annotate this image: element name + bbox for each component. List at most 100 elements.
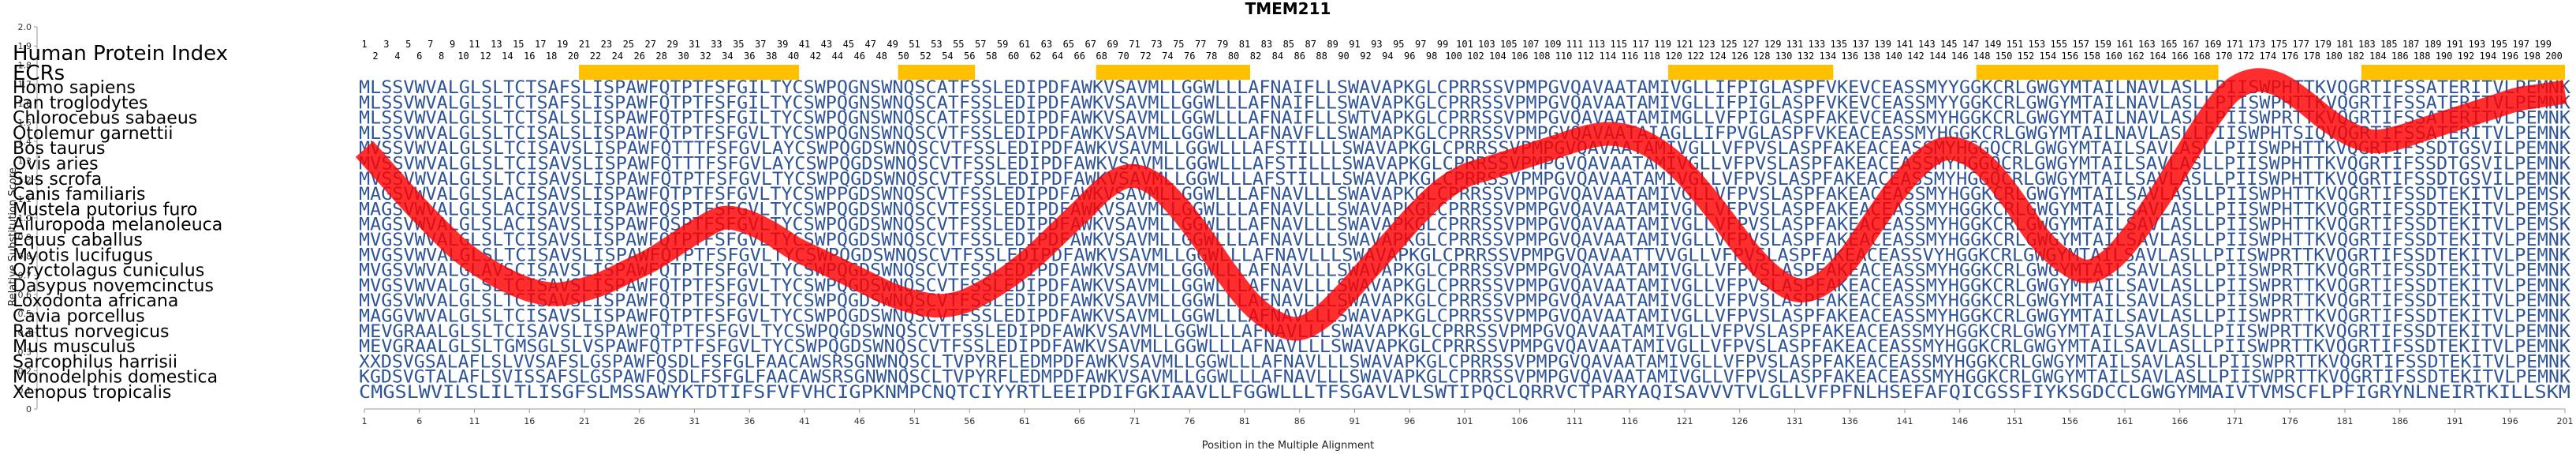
position-number-odd: 43	[821, 39, 832, 50]
position-number-odd: 63	[1041, 39, 1052, 50]
species-label: Ailuropoda melanoleuca	[13, 216, 222, 235]
position-number-even: 94	[1382, 51, 1393, 62]
position-number-even: 60	[1008, 51, 1019, 62]
x-tick-label: 141	[1897, 416, 1913, 426]
position-number-odd: 41	[799, 39, 810, 50]
y-tick-label: 0.9	[18, 232, 32, 242]
position-number-even: 124	[1709, 51, 1727, 62]
y-tick-label: 0.5	[18, 309, 32, 319]
ecr-bar	[2361, 65, 2565, 80]
position-number-odd: 99	[1437, 39, 1448, 50]
position-number-even: 64	[1052, 51, 1063, 62]
position-number-even: 160	[2105, 51, 2122, 62]
x-axis: 1 6 11 16 21 26 31 36 41 46 51 56 61 66 71 76 81 86 91 96 10…	[362, 408, 2574, 426]
position-number-even: 132	[1798, 51, 1815, 62]
position-number-even: 142	[1907, 51, 1925, 62]
position-number-even: 148	[1973, 51, 1991, 62]
x-tick-label: 186	[2391, 416, 2408, 426]
y-tick-label: 0	[26, 404, 32, 415]
position-number-odd: 51	[909, 39, 920, 50]
position-number-odd: 105	[1500, 39, 1518, 50]
position-number-odd: 113	[1589, 39, 1606, 50]
position-number-even: 150	[1995, 51, 2013, 62]
position-number-even: 88	[1316, 51, 1327, 62]
position-number-even: 68	[1096, 51, 1107, 62]
species-label: Homo sapiens	[13, 78, 136, 98]
position-number-odd: 165	[2160, 39, 2178, 50]
y-tick-label: 0.2	[18, 366, 32, 377]
position-number-even: 172	[2238, 51, 2255, 62]
position-number-even: 16	[524, 51, 535, 62]
x-tick-label: 41	[799, 416, 810, 426]
position-number-odd: 73	[1151, 39, 1162, 50]
position-number-odd: 159	[2094, 39, 2111, 50]
species-label: Otolemur garnettii	[13, 124, 174, 144]
species-label: Mustela putorius furo	[13, 200, 197, 219]
position-number-odd: 191	[2447, 39, 2464, 50]
position-number-even: 36	[744, 51, 755, 62]
position-number-even: 102	[1467, 51, 1484, 62]
position-number-even: 152	[2018, 51, 2035, 62]
position-number-even: 100	[1445, 51, 1462, 62]
species-label: Mus musculus	[13, 337, 136, 357]
sequence-row: MVGSVWVALGLSLTCISAVSLISPAWFQTPTFSFGVLTYC…	[359, 276, 2571, 296]
position-number-odd: 137	[1852, 39, 1869, 50]
position-number-odd: 151	[2007, 39, 2024, 50]
x-tick-label: 136	[1842, 416, 1858, 426]
species-label: Oryctolagus cuniculus	[13, 261, 204, 281]
sequence-row: MEVGRAALGLSLTCISAVSLISPAWFQTPTFSFGVLTYCS…	[359, 322, 2571, 342]
position-number-even: 72	[1140, 51, 1151, 62]
species-label: Sarcophilus harrisii	[13, 352, 177, 372]
y-tick-label: 1.0	[18, 213, 32, 223]
position-number-even: 180	[2325, 51, 2343, 62]
position-number-even: 176	[2281, 51, 2298, 62]
x-tick-label: 176	[2282, 416, 2298, 426]
x-tick-label: 166	[2171, 416, 2188, 426]
position-number-even: 58	[986, 51, 997, 62]
position-number-even: 28	[655, 51, 666, 62]
position-number-odd: 55	[953, 39, 964, 50]
x-tick-label: 96	[1404, 416, 1415, 426]
sequence-row: CMGSLWVILSLILTLISGFSLMSSAWYKTDTIFSFVFVHC…	[359, 383, 2570, 403]
position-number-even: 76	[1184, 51, 1195, 62]
position-number-even: 184	[2369, 51, 2387, 62]
position-number-even: 54	[942, 51, 953, 62]
position-number-odd: 111	[1566, 39, 1584, 50]
position-number-even: 24	[612, 51, 623, 62]
position-number-odd: 83	[1261, 39, 1272, 50]
position-number-odd: 59	[997, 39, 1008, 50]
x-tick-label: 131	[1786, 416, 1803, 426]
position-number-odd: 5	[405, 39, 411, 50]
position-number-even: 130	[1775, 51, 1793, 62]
species-label: Ovis aries	[13, 155, 99, 174]
position-number-odd: 145	[1940, 39, 1958, 50]
species-label: Canis familiaris	[13, 185, 145, 204]
position-number-even: 32	[700, 51, 711, 62]
position-number-odd: 187	[2402, 39, 2420, 50]
species-label: Rattus norvegicus	[13, 322, 170, 342]
position-number-odd: 125	[1720, 39, 1738, 50]
x-tick-label: 161	[2117, 416, 2134, 426]
x-tick-label: 36	[744, 416, 755, 426]
x-tick-label: 151	[2007, 416, 2023, 426]
position-number-even: 182	[2347, 51, 2365, 62]
position-number-odd: 189	[2425, 39, 2442, 50]
x-tick-label: 21	[579, 416, 590, 426]
sequence-row: MVGSVWVALGLSLTCISAVSLISPAWFQTPTFSFGVLTYC…	[359, 291, 2571, 311]
species-label: Chlorocebus sabaeus	[13, 109, 197, 129]
position-number-rows: 1 3 5 7 9 11 13 15 17 19 21 23 25 27 29 31 33 35 37 39 41 43 4…	[361, 39, 2563, 62]
position-number-odd: 11	[469, 39, 480, 50]
position-number-even: 190	[2436, 51, 2453, 62]
position-number-odd: 117	[1632, 39, 1649, 50]
position-number-odd: 71	[1129, 39, 1140, 50]
position-number-odd: 87	[1305, 39, 1316, 50]
position-number-odd: 185	[2380, 39, 2398, 50]
x-tick-label: 86	[1294, 416, 1305, 426]
y-tick-label: 0.4	[18, 328, 32, 338]
position-number-even: 144	[1929, 51, 1947, 62]
position-number-even: 134	[1820, 51, 1837, 62]
position-number-even: 48	[875, 51, 887, 62]
position-number-odd: 199	[2534, 39, 2552, 50]
x-tick-label: 116	[1622, 416, 1638, 426]
